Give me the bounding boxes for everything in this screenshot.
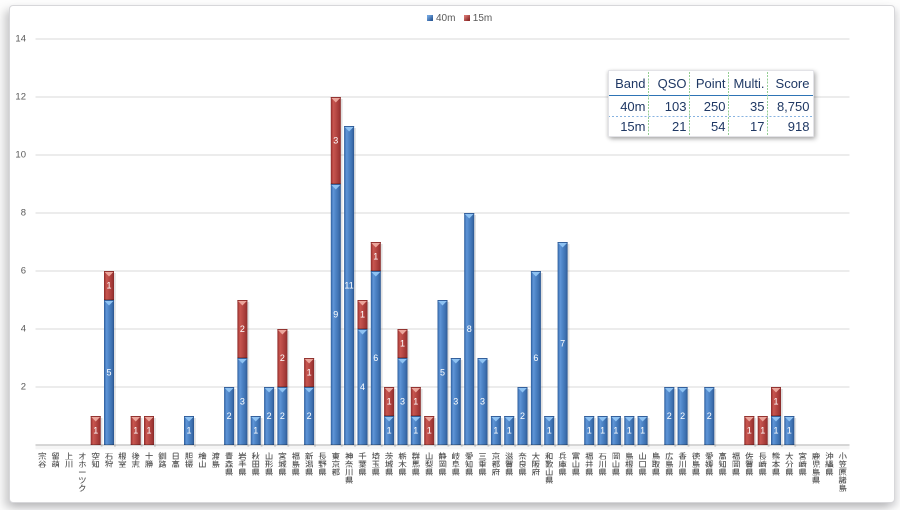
svg-text:3: 3 [453, 397, 458, 407]
svg-text:1: 1 [627, 426, 632, 436]
svg-text:2: 2 [227, 411, 232, 421]
svg-text:1: 1 [493, 426, 498, 436]
svg-text:12: 12 [15, 92, 26, 103]
svg-text:6: 6 [21, 266, 26, 277]
svg-text:1: 1 [387, 397, 392, 407]
svg-text:1: 1 [640, 426, 645, 436]
svg-text:1: 1 [507, 426, 512, 436]
svg-text:2: 2 [280, 353, 285, 363]
svg-text:1: 1 [400, 339, 405, 349]
svg-text:1: 1 [547, 426, 552, 436]
svg-text:1: 1 [360, 310, 365, 320]
svg-text:1: 1 [133, 426, 138, 436]
svg-text:6: 6 [373, 353, 378, 363]
svg-text:8: 8 [467, 324, 472, 334]
svg-text:1: 1 [773, 426, 778, 436]
svg-text:2: 2 [680, 411, 685, 421]
svg-text:2: 2 [707, 411, 712, 421]
svg-text:1: 1 [773, 397, 778, 407]
svg-text:1: 1 [253, 426, 258, 436]
svg-text:3: 3 [480, 397, 485, 407]
svg-text:14: 14 [15, 34, 26, 45]
svg-text:6: 6 [533, 353, 538, 363]
svg-text:1: 1 [186, 426, 191, 436]
svg-text:3: 3 [333, 136, 338, 146]
svg-text:3: 3 [400, 397, 405, 407]
svg-text:7: 7 [560, 339, 565, 349]
svg-text:1: 1 [613, 426, 618, 436]
svg-text:2: 2 [280, 411, 285, 421]
svg-text:2: 2 [667, 411, 672, 421]
svg-text:2: 2 [240, 324, 245, 334]
svg-text:10: 10 [15, 150, 26, 161]
svg-text:1: 1 [106, 281, 111, 291]
svg-text:2: 2 [21, 382, 26, 393]
svg-text:1: 1 [787, 426, 792, 436]
svg-text:8: 8 [21, 208, 26, 219]
svg-text:9: 9 [333, 310, 338, 320]
svg-text:4: 4 [21, 324, 26, 335]
svg-text:1: 1 [427, 426, 432, 436]
svg-text:11: 11 [344, 281, 353, 291]
svg-text:1: 1 [413, 397, 418, 407]
svg-text:4: 4 [360, 382, 365, 392]
svg-text:1: 1 [146, 426, 151, 436]
svg-text:3: 3 [240, 397, 245, 407]
svg-text:2: 2 [520, 411, 525, 421]
svg-text:1: 1 [93, 426, 98, 436]
svg-text:1: 1 [600, 426, 605, 436]
svg-text:2: 2 [307, 411, 312, 421]
svg-text:1: 1 [373, 252, 378, 262]
svg-text:1: 1 [747, 426, 752, 436]
svg-text:1: 1 [307, 368, 312, 378]
svg-text:1: 1 [413, 426, 418, 436]
svg-text:1: 1 [587, 426, 592, 436]
svg-text:5: 5 [106, 368, 111, 378]
svg-text:5: 5 [440, 368, 445, 378]
svg-text:1: 1 [387, 426, 392, 436]
svg-text:2: 2 [267, 411, 272, 421]
svg-text:1: 1 [760, 426, 765, 436]
